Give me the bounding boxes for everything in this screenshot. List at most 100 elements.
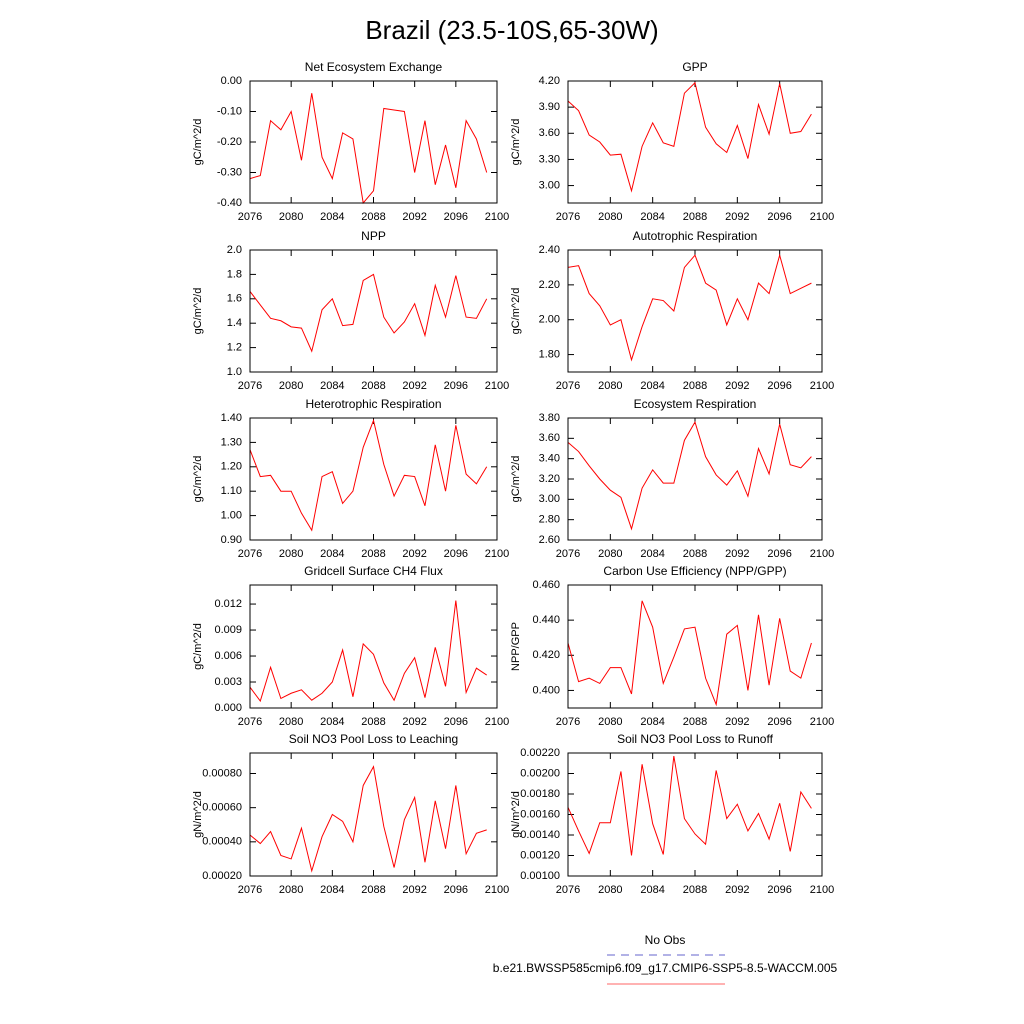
data-line xyxy=(249,93,488,205)
y-tick-label: -0.40 xyxy=(217,197,242,209)
x-tick-label: 2096 xyxy=(767,716,791,728)
x-tick-label: 2100 xyxy=(485,548,509,560)
x-tick-label: 2080 xyxy=(279,548,303,560)
panel-title: Net Ecosystem Exchange xyxy=(305,60,443,74)
y-tick-label: 3.00 xyxy=(539,179,560,191)
x-tick-label: 2092 xyxy=(725,548,749,560)
y-tick-label: 0.00180 xyxy=(520,788,560,800)
x-tick-label: 2100 xyxy=(810,884,834,896)
data-line xyxy=(249,600,487,703)
y-tick-label: 3.20 xyxy=(539,473,560,485)
x-tick-label: 2096 xyxy=(444,211,468,223)
x-tick-label: 2092 xyxy=(402,716,426,728)
x-tick-label: 2076 xyxy=(238,884,262,896)
y-tick-label: 3.00 xyxy=(539,493,560,505)
x-tick-label: 2100 xyxy=(810,548,834,560)
y-axis-label: NPP/GPP xyxy=(510,622,522,671)
data-line xyxy=(249,273,488,353)
x-tick-label: 2076 xyxy=(556,380,580,392)
y-tick-label: 2.0 xyxy=(227,244,242,256)
y-tick-label: 3.80 xyxy=(539,412,560,424)
x-tick-label: 2080 xyxy=(279,211,303,223)
x-tick-label: 2084 xyxy=(640,884,664,896)
y-tick-label: 0.00220 xyxy=(520,747,560,759)
y-tick-label: 0.460 xyxy=(532,579,560,591)
x-tick-label: 2076 xyxy=(556,716,580,728)
y-tick-label: 1.0 xyxy=(227,366,242,378)
x-tick-label: 2092 xyxy=(402,884,426,896)
plot-frame xyxy=(567,417,823,541)
y-tick-label: 1.30 xyxy=(221,436,242,448)
x-tick-label: 2084 xyxy=(640,716,664,728)
plot-frame xyxy=(249,752,498,877)
panel-title: Heterotrophic Respiration xyxy=(305,397,441,411)
y-tick-label: 2.80 xyxy=(539,514,560,526)
y-tick-label: 3.60 xyxy=(539,432,560,444)
x-tick-label: 2080 xyxy=(598,548,622,560)
y-tick-label: 1.2 xyxy=(227,342,242,354)
y-tick-label: 0.00020 xyxy=(202,870,242,882)
y-axis-label: gN/m^2/d xyxy=(510,791,522,838)
y-tick-label: 2.00 xyxy=(539,314,560,326)
y-tick-label: 0.00080 xyxy=(202,767,242,779)
data-line xyxy=(567,420,812,531)
x-tick-label: 2088 xyxy=(361,884,385,896)
y-tick-label: 0.420 xyxy=(532,649,560,661)
y-tick-label: 1.4 xyxy=(227,317,242,329)
plot-frame xyxy=(249,417,498,541)
x-tick-label: 2080 xyxy=(598,716,622,728)
x-tick-label: 2080 xyxy=(598,211,622,223)
y-tick-label: 0.00 xyxy=(221,75,242,87)
y-tick-label: 0.440 xyxy=(532,614,560,626)
y-tick-label: 0.000 xyxy=(214,702,242,714)
data-line xyxy=(567,253,812,362)
x-tick-label: 2084 xyxy=(320,548,344,560)
x-tick-label: 2096 xyxy=(444,548,468,560)
x-tick-label: 2088 xyxy=(361,211,385,223)
y-tick-label: 3.90 xyxy=(539,101,560,113)
y-tick-label: 0.00040 xyxy=(202,836,242,848)
x-tick-label: 2096 xyxy=(767,380,791,392)
data-line xyxy=(567,600,812,707)
y-tick-label: 3.60 xyxy=(539,127,560,139)
x-tick-label: 2096 xyxy=(444,884,468,896)
x-tick-label: 2092 xyxy=(725,380,749,392)
x-tick-label: 2084 xyxy=(320,380,344,392)
x-tick-label: 2084 xyxy=(640,211,664,223)
x-tick-label: 2076 xyxy=(238,211,262,223)
x-tick-label: 2092 xyxy=(725,716,749,728)
y-tick-label: 0.006 xyxy=(214,650,242,662)
y-tick-label: 1.80 xyxy=(539,348,560,360)
x-tick-label: 2088 xyxy=(683,716,707,728)
panel-title: GPP xyxy=(682,60,707,74)
y-tick-label: 0.00060 xyxy=(202,802,242,814)
x-tick-label: 2088 xyxy=(361,716,385,728)
plot-frame xyxy=(567,80,823,204)
panel-title: Gridcell Surface CH4 Flux xyxy=(304,564,443,578)
plot-frame xyxy=(249,584,498,709)
y-tick-label: 1.40 xyxy=(221,412,242,424)
panel-title: Ecosystem Respiration xyxy=(634,397,757,411)
x-tick-label: 2096 xyxy=(767,548,791,560)
x-tick-label: 2088 xyxy=(361,380,385,392)
x-tick-label: 2100 xyxy=(485,380,509,392)
panel-title: Soil NO3 Pool Loss to Leaching xyxy=(289,732,458,746)
x-tick-label: 2080 xyxy=(279,716,303,728)
y-tick-label: 0.003 xyxy=(214,676,242,688)
x-tick-label: 2092 xyxy=(402,380,426,392)
x-tick-label: 2084 xyxy=(640,548,664,560)
y-axis-label: gC/m^2/d xyxy=(510,456,522,503)
x-tick-label: 2100 xyxy=(485,716,509,728)
x-tick-label: 2076 xyxy=(556,884,580,896)
y-tick-label: 0.009 xyxy=(214,624,242,636)
legend-label: No Obs xyxy=(645,933,686,947)
x-tick-label: 2096 xyxy=(767,884,791,896)
legend-label: b.e21.BWSSP585cmip6.f09_g17.CMIP6-SSP5-8… xyxy=(493,961,838,975)
panel-title: Soil NO3 Pool Loss to Runoff xyxy=(617,732,774,746)
x-tick-label: 2076 xyxy=(556,548,580,560)
y-tick-label: 1.00 xyxy=(221,510,242,522)
plot-frame xyxy=(567,584,823,709)
x-tick-label: 2080 xyxy=(279,884,303,896)
x-tick-label: 2080 xyxy=(598,884,622,896)
